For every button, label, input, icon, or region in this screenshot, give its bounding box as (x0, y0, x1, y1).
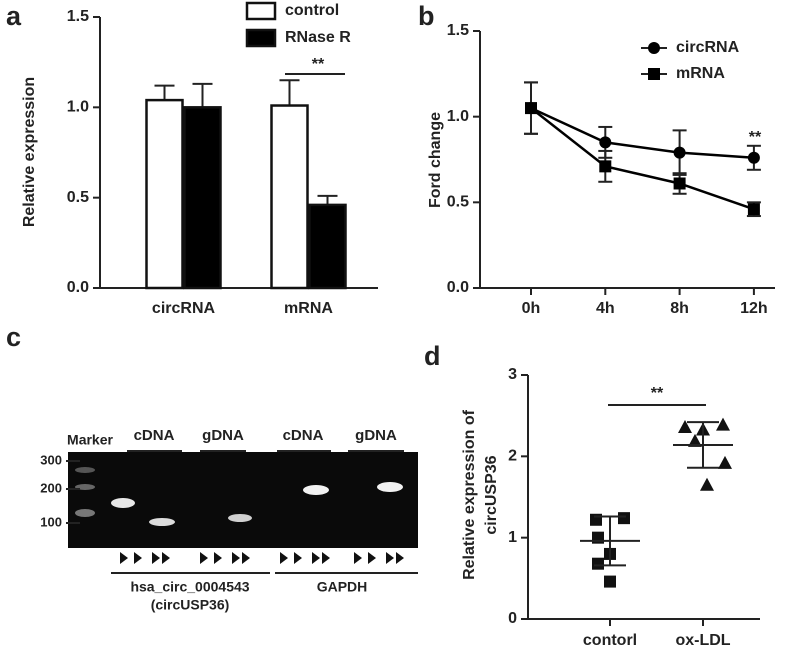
arrows (120, 552, 170, 564)
bar (183, 106, 222, 290)
y-tick-label: 0.5 (447, 194, 469, 211)
y-axis-label: Ford change (427, 112, 444, 208)
x-tick-label: 12h (740, 300, 768, 317)
legend-label: mRNA (676, 65, 725, 82)
y-axis-label: circUSP36 (483, 455, 500, 534)
marker (599, 136, 612, 149)
x-tick-label: 0h (522, 300, 541, 317)
x-tick-label: mRNA (284, 300, 333, 317)
lane-label: Marker (67, 432, 113, 448)
x-tick-label: 8h (670, 300, 689, 317)
data-point (618, 512, 630, 525)
legend-label: RNase R (285, 29, 351, 46)
bar (308, 203, 347, 290)
legend-swatch (245, 28, 277, 48)
lane-label: cDNA (134, 427, 175, 444)
bar (270, 104, 309, 290)
y-tick-label: 1.0 (67, 99, 89, 116)
panel-label: d (424, 341, 441, 371)
y-tick-label: 0 (508, 610, 517, 627)
arrows (200, 552, 250, 564)
x-tick-label: contorl (583, 632, 637, 649)
gel-panel: Marker cDNA gDNA cDNA gDNA hsa_circ_0004… (67, 427, 418, 613)
marker (673, 177, 686, 190)
marker (747, 203, 760, 216)
y-tick-label: 0.0 (447, 279, 469, 296)
series-line (530, 107, 755, 211)
lane-label: gDNA (202, 427, 244, 444)
marker (599, 160, 612, 173)
y-tick-label: 1.0 (447, 108, 469, 125)
marker (747, 151, 760, 164)
x-tick-label: circRNA (152, 300, 216, 317)
panel-label: b (418, 1, 435, 31)
ladder-band (75, 467, 95, 473)
panel-label: c (6, 322, 21, 352)
group-label: hsa_circ_0004543 (130, 579, 249, 595)
group-label: (circUSP36) (151, 597, 230, 613)
series-line (530, 106, 754, 160)
lane-label: cDNA (283, 427, 324, 444)
y-axis-label: Relative expression of (461, 409, 478, 580)
bar (145, 98, 184, 290)
gel-band (228, 514, 252, 522)
group-label: GAPDH (317, 579, 368, 595)
ladder-label: 100 (40, 514, 62, 529)
gel-band (303, 485, 329, 495)
y-tick-label: 1 (508, 529, 517, 546)
primer-arrows (120, 552, 404, 564)
legend-marker (648, 68, 660, 80)
lane-label: gDNA (355, 427, 397, 444)
data-point (716, 417, 730, 431)
annotation: ** (749, 129, 762, 146)
ladder-label: 200 (40, 480, 62, 495)
marker (673, 146, 686, 159)
y-tick-label: 1.5 (447, 22, 469, 39)
x-tick-label: 4h (596, 300, 615, 317)
gel-band (111, 498, 135, 508)
legend-label: control (285, 2, 339, 19)
data-point (678, 420, 692, 434)
data-point (718, 455, 732, 469)
panel-label: a (6, 1, 22, 31)
y-tick-label: 0.0 (67, 279, 89, 296)
legend-marker (648, 42, 660, 54)
data-point (688, 433, 702, 447)
data-point (604, 575, 616, 588)
marker (525, 102, 537, 115)
gel-band (149, 518, 175, 526)
ladder-band (75, 509, 95, 517)
y-tick-label: 2 (508, 448, 517, 465)
legend-label: circRNA (676, 39, 740, 56)
y-tick-label: 0.5 (67, 189, 89, 206)
data-point (700, 477, 714, 491)
annotation: ** (651, 385, 664, 402)
gel-band (377, 482, 403, 492)
y-axis-label: Relative expression (21, 77, 38, 227)
annotation: ** (312, 56, 325, 73)
arrows (280, 552, 330, 564)
data-point (592, 557, 604, 570)
ladder-label: 300 (40, 452, 62, 467)
y-tick-label: 1.5 (67, 8, 89, 25)
legend-swatch (245, 1, 277, 21)
x-tick-label: ox-LDL (675, 632, 730, 649)
y-tick-label: 3 (508, 366, 517, 383)
arrows (354, 552, 404, 564)
